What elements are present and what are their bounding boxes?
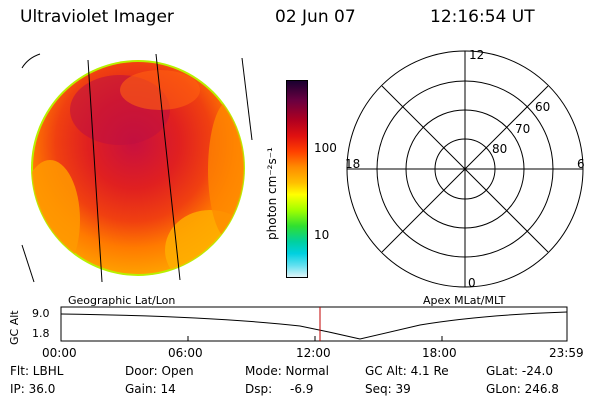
mlat-label-60: 60 <box>535 100 550 114</box>
ytick-1-8: 1.8 <box>32 327 50 340</box>
colorbar <box>286 80 308 278</box>
xtick-0000: 00:00 <box>42 346 77 360</box>
polar-grid: 12 6 0 18 60 70 80 <box>345 48 585 290</box>
uv-image-panel <box>21 53 253 283</box>
info-dsp-label: Dsp: <box>245 382 273 396</box>
mlt-label-0: 0 <box>468 276 476 290</box>
date-label: 02 Jun 07 <box>275 7 356 27</box>
info-dsp-value: -6.9 <box>290 382 314 396</box>
instrument-title: Ultraviolet Imager <box>20 7 174 27</box>
info-gc-alt: GC Alt: 4.1 Re <box>365 364 449 378</box>
mlt-label-12: 12 <box>469 48 484 62</box>
longitude-line <box>155 53 181 281</box>
xtick-0600: 06:00 <box>168 346 203 360</box>
mlat-label-70: 70 <box>515 122 530 136</box>
xtick-1200: 12:00 <box>296 346 331 360</box>
mlat-label-80: 80 <box>492 142 507 156</box>
info-seq: Seq: 39 <box>365 382 411 396</box>
info-glon: GLon: 246.8 <box>486 382 559 396</box>
info-door: Door: Open <box>125 364 194 378</box>
latitude-arc <box>21 53 41 69</box>
mlt-label-18: 18 <box>345 157 360 171</box>
info-glat: GLat: -24.0 <box>486 364 553 378</box>
info-ip: IP: 36.0 <box>10 382 56 396</box>
geographic-title: Geographic Lat/Lon <box>68 294 176 307</box>
info-filter: Flt: LBHL <box>10 364 64 378</box>
longitude-line <box>87 59 103 283</box>
polar-diagonal <box>381 85 549 253</box>
timeline-frame <box>60 306 568 342</box>
xtick-1800: 18:00 <box>422 346 457 360</box>
colorbar-tick-100: 100 <box>314 141 337 155</box>
altitude-curve <box>60 311 568 340</box>
xtick-2359: 23:59 <box>549 346 584 360</box>
apex-title: Apex MLat/MLT <box>423 294 506 307</box>
colorbar-tick-10: 10 <box>314 228 330 242</box>
altitude-timeline <box>60 306 568 342</box>
ytick-9: 9.0 <box>32 307 50 320</box>
info-mode: Mode: Normal <box>245 364 329 378</box>
latitude-arc <box>241 57 253 141</box>
latitude-arc <box>21 244 35 283</box>
time-label: 12:16:54 UT <box>430 7 535 27</box>
mlt-label-6: 6 <box>577 157 585 171</box>
gc-alt-ylabel: GC Alt <box>8 310 21 345</box>
colorbar-unit-label: photon cm⁻²s⁻¹ <box>265 147 279 240</box>
info-gain: Gain: 14 <box>125 382 176 396</box>
